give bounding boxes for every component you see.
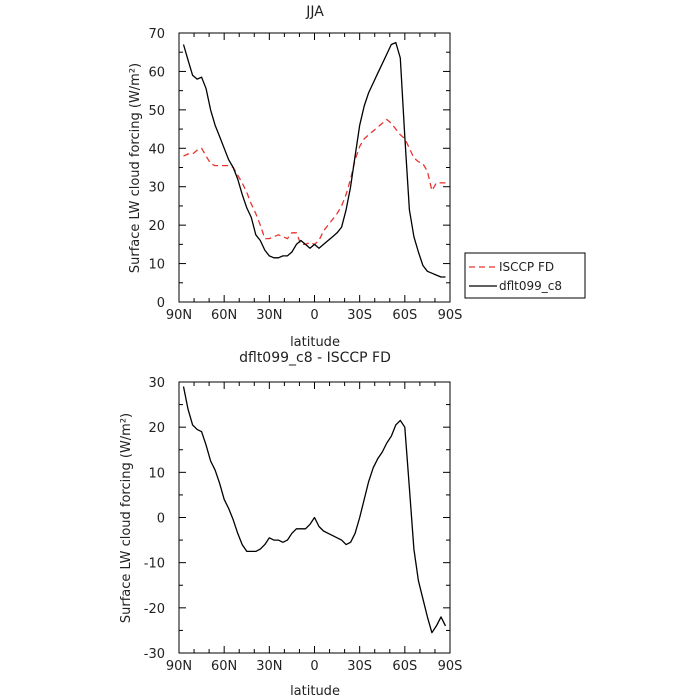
bottom-x-tick-label: 60S [392,659,417,674]
legend: ISCCP FD dflt099_c8 [464,252,586,299]
top-x-tick-label: 60N [211,308,237,323]
top-y-axis-title: Surface LW cloud forcing (W/m²) [128,63,143,273]
top-y-tick-label: 60 [148,65,165,80]
bottom-y-tick-label: 10 [148,466,165,481]
top-plot-frame [178,32,451,303]
top-x-axis-title: latitude [290,335,340,350]
top-x-tick-label: 30N [256,308,282,323]
bottom-x-tick-label: 0 [310,659,318,674]
bottom-y-tick-label: 20 [148,421,165,436]
top-y-ticks: 0 10 20 30 40 50 60 70 [148,27,450,311]
top-y-tick-label: 70 [148,27,165,42]
bottom-series-group [182,386,447,634]
top-series-line-isccp-fd [183,118,446,246]
bottom-y-axis-title: Surface LW cloud forcing (W/m²) [119,413,134,623]
bottom-x-tick-label: 30S [347,659,372,674]
legend-box [464,252,586,299]
legend-label-dflt: dflt099_c8 [499,279,562,293]
top-y-tick-label: 0 [157,296,165,311]
bottom-panel: dflt099_c8 - ISCCP FD 90N 60N 30N 0 30S 60S 90… [119,350,462,699]
bottom-series-line-0 [182,386,447,634]
top-x-tick-label: 0 [310,308,318,323]
bottom-y-tick-label: -30 [144,647,165,662]
top-panel: JJA 90N 60N 30N 0 30S 60S 90S 010203040506070 … [128,4,586,350]
legend-label-isccp: ISCCP FD [499,260,554,274]
bottom-y-tick-label: 0 [157,512,165,527]
bottom-y-tick-label: -10 [144,557,165,572]
bottom-panel-title: dflt099_c8 - ISCCP FD [239,350,391,366]
top-y-tick-label: 10 [148,258,165,273]
top-x-tick-label: 90S [438,308,463,323]
top-y-tick-label: 30 [148,181,165,196]
top-series-group [182,41,446,278]
top-x-ticks: 90N 60N 30N 0 30S 60S 90S [166,33,463,323]
top-x-tick-label: 60S [392,308,417,323]
bottom-x-tick-label: 90S [438,659,463,674]
top-x-tick-label: 90N [166,308,192,323]
bottom-x-tick-label: 30N [256,659,282,674]
top-panel-title: JJA [305,4,324,20]
top-y-tick-label: 50 [148,104,165,119]
top-x-tick-label: 30S [347,308,372,323]
bottom-y-ticks: -30 -20 -10 0 10 20 30 [144,376,450,662]
bottom-x-ticks: 90N 60N 30N 0 30S 60S 90S [166,382,463,674]
bottom-y-tick-label: 30 [148,376,165,391]
top-y-tick-label: 20 [148,219,165,234]
bottom-x-tick-label: 90N [166,659,192,674]
bottom-x-tick-label: 60N [211,659,237,674]
top-series-line-dflt099-c8 [182,41,446,278]
bottom-y-tick-label: -20 [144,602,165,617]
bottom-x-axis-title: latitude [290,684,340,699]
top-y-tick-label: 40 [148,142,165,157]
